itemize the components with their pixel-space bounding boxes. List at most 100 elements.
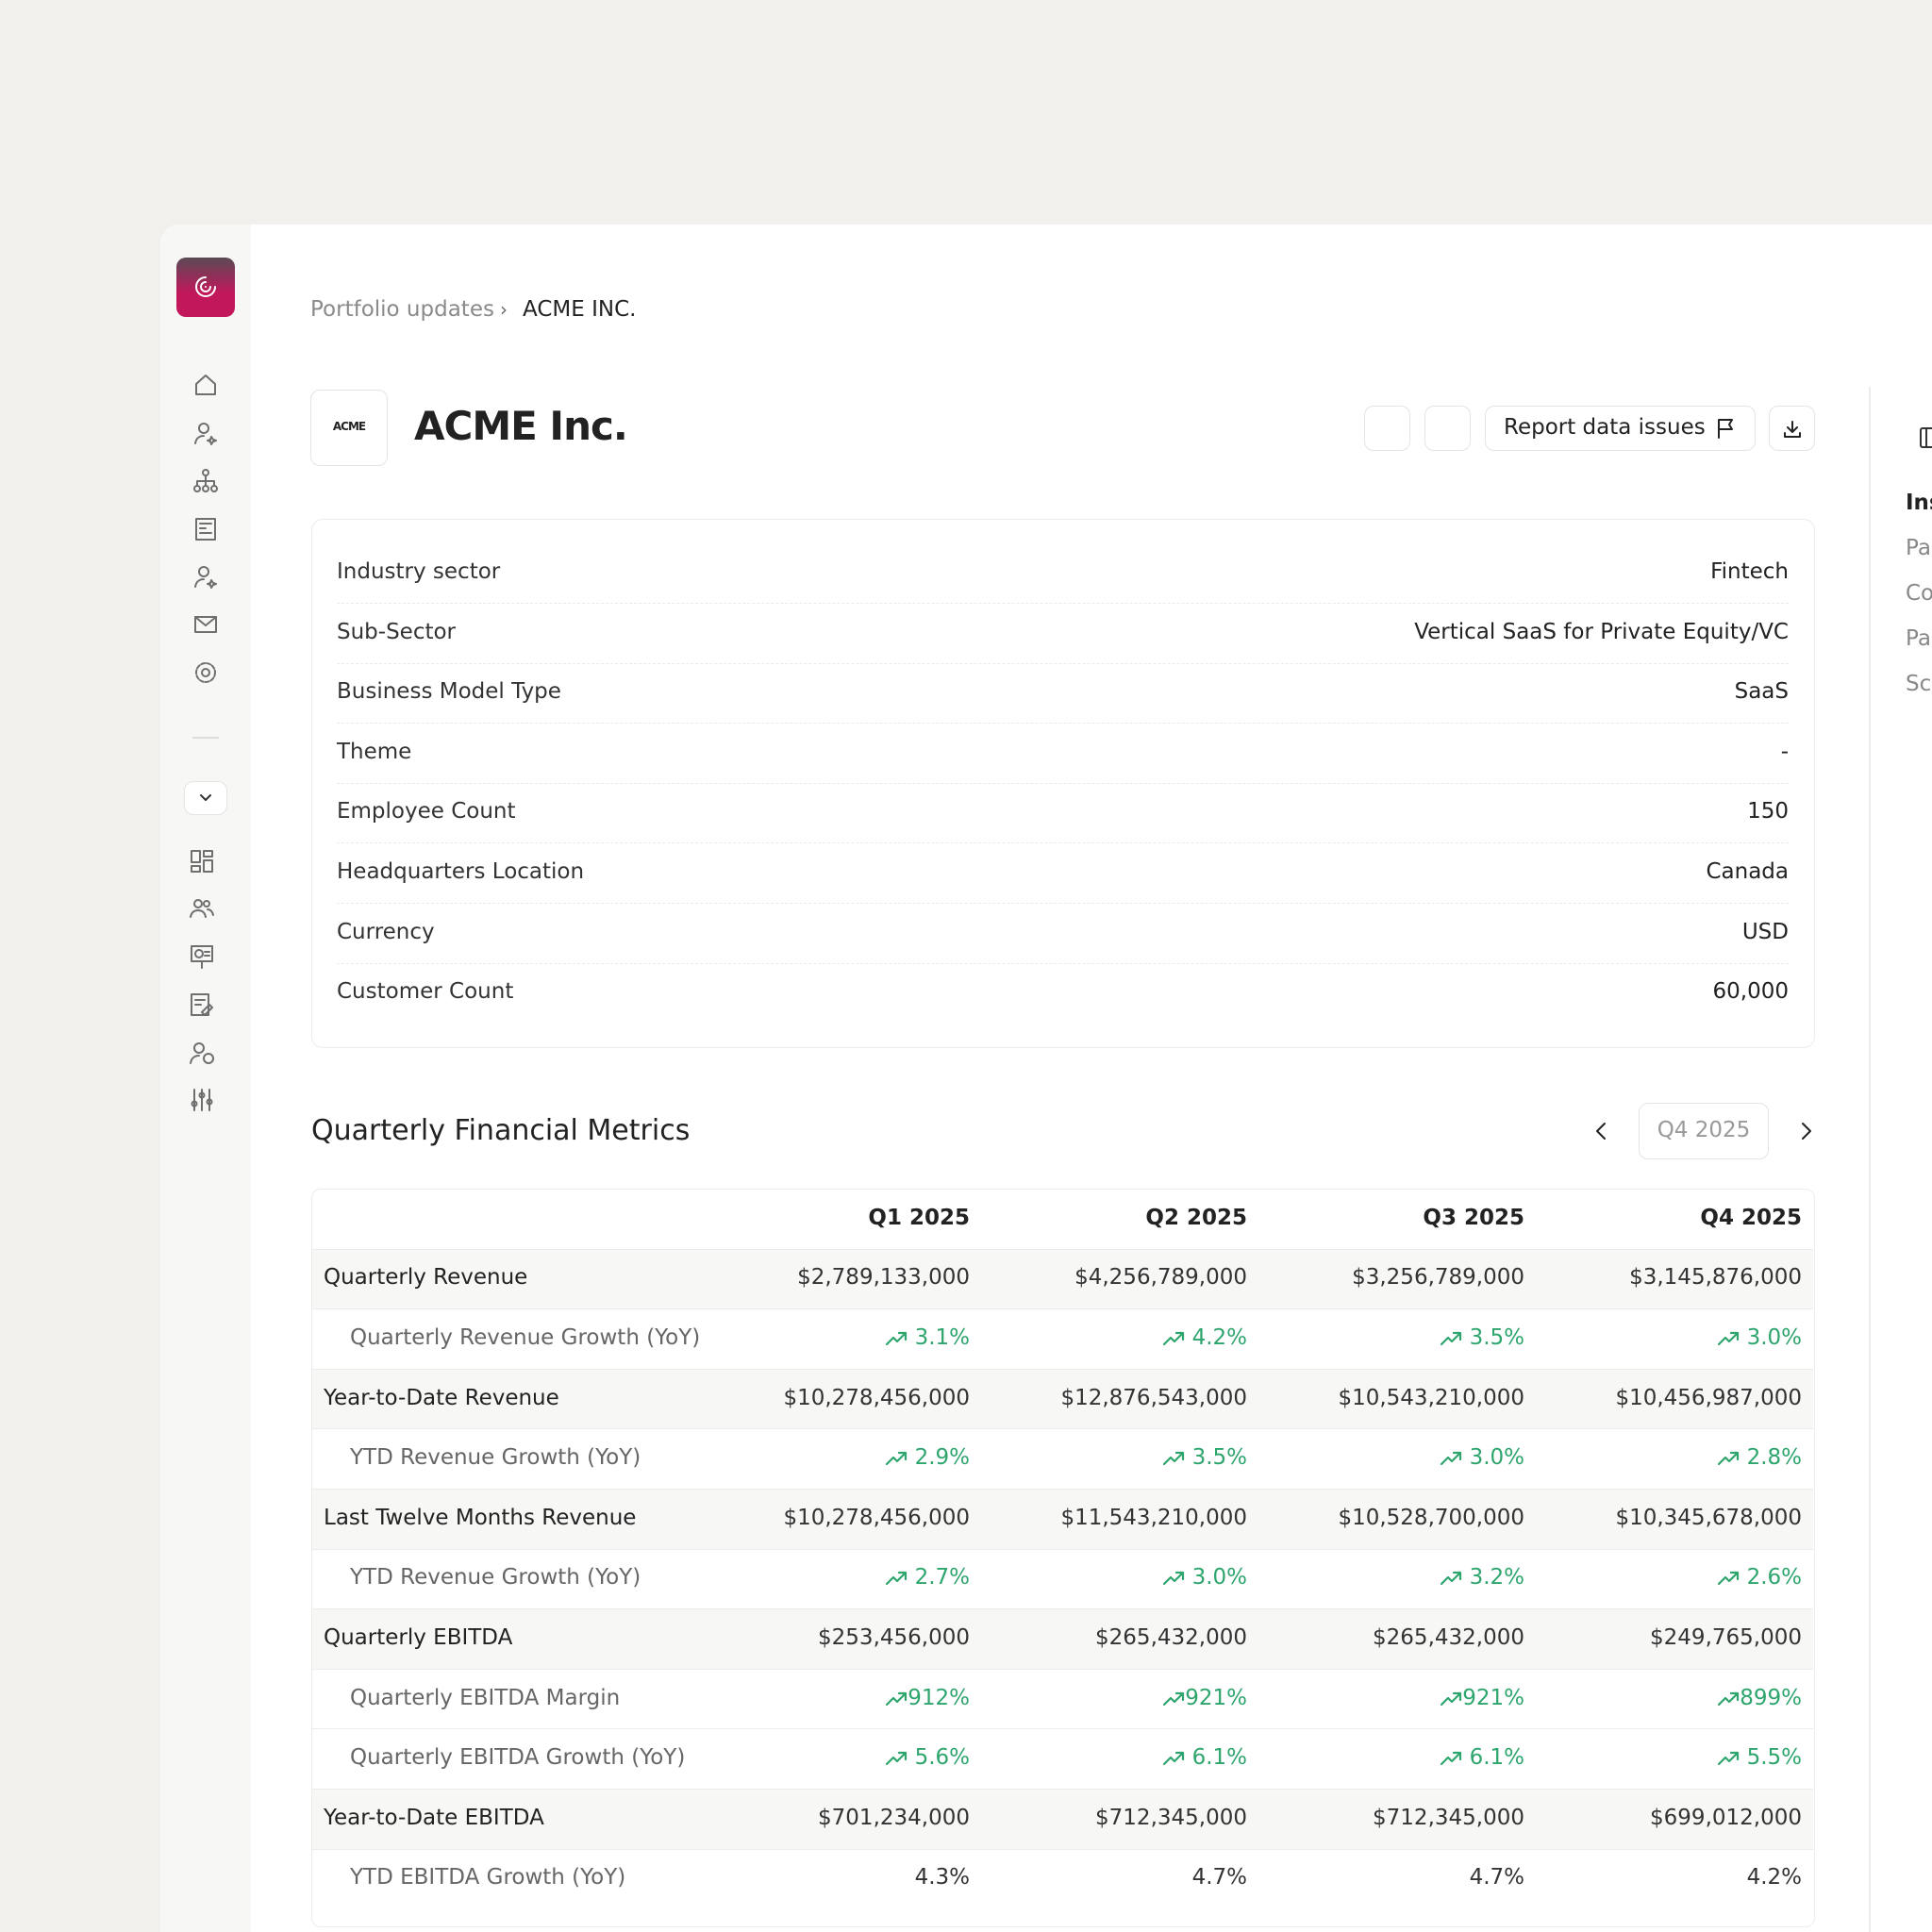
trend-up-icon: [885, 1331, 908, 1346]
detail-value: Canada: [1706, 859, 1789, 885]
company-logo: ACME: [332, 419, 366, 433]
nav-dashboard[interactable]: [189, 848, 215, 874]
detail-value: 60,000: [1712, 979, 1789, 1005]
cell-value: 5.5%: [1746, 1745, 1802, 1771]
trend-up-icon: [1162, 1452, 1185, 1466]
detail-label: Industry sector: [337, 559, 501, 585]
cell-value: $10,278,456,000: [783, 1385, 970, 1410]
period-select[interactable]: [1639, 1103, 1769, 1159]
trend-up-icon: [1162, 1331, 1185, 1346]
detail-value: -: [1780, 740, 1789, 764]
cell-value: 2.6%: [1746, 1565, 1802, 1591]
cell-value: $265,432,000: [1373, 1625, 1524, 1651]
logo-box: [310, 390, 388, 466]
cell-value: $3,145,876,000: [1629, 1265, 1802, 1291]
side-divider: [1869, 387, 1871, 1932]
nav-news[interactable]: [192, 516, 219, 542]
sidebar: [160, 225, 251, 1932]
trend-up-icon: [1717, 1331, 1740, 1346]
row-label: YTD Revenue Growth (YoY): [350, 1445, 641, 1471]
detail-label: Sub-Sector: [337, 619, 457, 644]
trend-up-icon: [885, 1691, 908, 1706]
cell-value: 4.2%: [1191, 1325, 1247, 1351]
period-select-label: Q4 2025: [1657, 1118, 1751, 1143]
column-header: Q1 2025: [868, 1206, 970, 1230]
side-item[interactable]: Co: [1906, 581, 1932, 607]
company-name: ACME Inc.: [414, 402, 628, 449]
row-label: YTD Revenue Growth (YoY): [350, 1565, 641, 1591]
btn-report[interactable]: [1485, 406, 1756, 451]
trend-up-icon: [1440, 1572, 1462, 1586]
sidebar-dropdown[interactable]: [184, 781, 227, 815]
breadcrumb-link[interactable]: Portfolio updates: [310, 297, 494, 323]
period-prev[interactable]: [1592, 1121, 1611, 1141]
row-label: Quarterly EBITDA Margin: [350, 1685, 621, 1710]
cell-value: $4,256,789,000: [1074, 1265, 1247, 1291]
trend-up-icon: [1440, 1331, 1462, 1346]
nav-mail[interactable]: [192, 611, 219, 638]
btn-prev[interactable]: [1364, 406, 1410, 451]
cell-value: $712,345,000: [1373, 1806, 1524, 1830]
cell-value: $10,345,678,000: [1615, 1506, 1802, 1530]
cell-value: 899%: [1740, 1685, 1802, 1710]
detail-value: Fintech: [1710, 559, 1789, 585]
row-label: Quarterly Revenue: [324, 1265, 528, 1291]
table-row: [312, 1789, 1813, 1849]
cell-value: 6.1%: [1191, 1745, 1247, 1771]
trend-up-icon: [885, 1752, 908, 1766]
detail-divider: [337, 903, 1789, 904]
cell-value: $712,345,000: [1095, 1806, 1247, 1830]
detail-label: Customer Count: [337, 979, 514, 1005]
cell-value: 3.0%: [1746, 1325, 1802, 1351]
detail-divider: [337, 603, 1789, 604]
table-row: [312, 1668, 1813, 1729]
cell-value: 2.7%: [914, 1565, 970, 1591]
flag-icon: [1718, 419, 1733, 439]
row-label: Quarterly EBITDA: [324, 1625, 513, 1651]
cell-value: $11,543,210,000: [1060, 1506, 1247, 1530]
nav-team[interactable]: [189, 895, 215, 922]
column-header: Q4 2025: [1700, 1206, 1802, 1230]
nav-filters[interactable]: [189, 1087, 215, 1113]
btn-report-label: Report data issues: [1504, 415, 1706, 441]
cell-value: 2.9%: [914, 1445, 970, 1471]
nav-structure[interactable]: [192, 468, 219, 494]
period-next[interactable]: [1796, 1121, 1815, 1141]
detail-label: Currency: [337, 919, 435, 944]
cell-value: 3.0%: [1469, 1445, 1524, 1471]
nav-reports[interactable]: [189, 991, 215, 1018]
side-item[interactable]: Sc: [1906, 672, 1932, 697]
table-row: [312, 1248, 1813, 1309]
sidebar-divider: [192, 737, 219, 739]
trend-up-icon: [1440, 1452, 1462, 1466]
btn-next[interactable]: [1424, 406, 1471, 451]
cell-value: 4.7%: [1191, 1865, 1247, 1890]
side-item[interactable]: Pa: [1906, 626, 1931, 652]
dropdown-chevron: [200, 794, 211, 801]
trend-up-icon: [1717, 1452, 1740, 1466]
row-label: YTD EBITDA Growth (YoY): [350, 1865, 626, 1890]
nav-people[interactable]: [192, 563, 219, 590]
cell-value: 4.7%: [1469, 1865, 1524, 1890]
table-row: [312, 1728, 1813, 1789]
nav-home[interactable]: [192, 372, 219, 398]
details-card: [311, 519, 1815, 1048]
column-header: Q2 2025: [1145, 1206, 1247, 1230]
side-item[interactable]: Pa: [1906, 536, 1931, 561]
detail-divider: [337, 723, 1789, 724]
nav-finance[interactable]: [189, 1040, 215, 1066]
nav-contacts[interactable]: [192, 420, 219, 446]
detail-label: Employee Count: [337, 799, 516, 824]
cell-value: $10,543,210,000: [1338, 1385, 1524, 1410]
nav-presentations[interactable]: [189, 943, 215, 970]
detail-value: Vertical SaaS for Private Equity/VC: [1414, 619, 1789, 644]
table-row: [312, 1848, 1813, 1909]
side-panel-icon[interactable]: [1919, 426, 1932, 449]
cell-value: 4.2%: [1746, 1865, 1802, 1890]
trend-up-icon: [1162, 1572, 1185, 1586]
cell-value: $2,789,133,000: [797, 1265, 970, 1291]
nav-settings[interactable]: [192, 659, 219, 686]
row-label: Last Twelve Months Revenue: [324, 1506, 637, 1530]
